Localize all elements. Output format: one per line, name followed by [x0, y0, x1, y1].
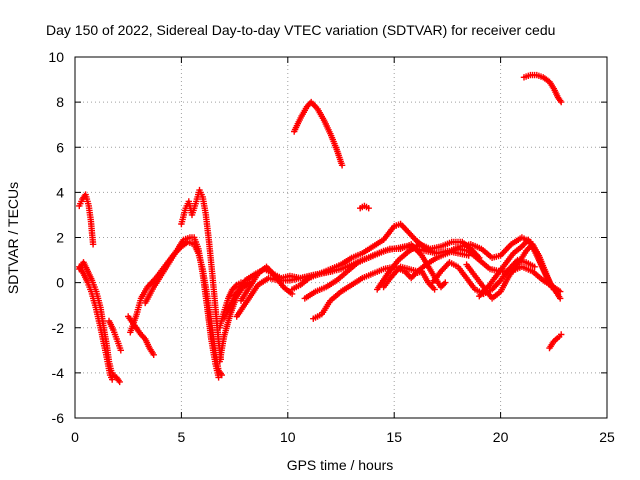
data-point-marker	[117, 347, 124, 354]
data-point-marker	[558, 98, 565, 106]
series-sat-24	[476, 236, 557, 300]
y-tick-label: -2	[52, 320, 65, 336]
series-sat-26	[546, 331, 565, 352]
data-point-marker	[215, 374, 222, 381]
y-tick-label: 10	[48, 49, 64, 65]
y-tick-label: 6	[56, 139, 64, 155]
grid-layer	[75, 57, 607, 418]
series-sat-3	[76, 263, 116, 383]
data-point-marker	[150, 351, 157, 358]
data-point-marker	[557, 295, 564, 302]
series-sat-19	[380, 245, 564, 295]
data-point-marker	[89, 241, 97, 248]
data-point-marker	[116, 378, 123, 386]
series-sat-14	[291, 98, 346, 169]
series-sat-15	[288, 220, 440, 293]
y-tick-label: 2	[56, 230, 64, 246]
y-tick-label: 4	[56, 184, 64, 200]
series-sat-4	[105, 317, 124, 354]
x-tick-label: 25	[599, 429, 615, 445]
x-axis-label: GPS time / hours	[287, 457, 394, 473]
y-axis-label: SDTVAR / TECUs	[5, 182, 21, 294]
series-sat-16	[301, 241, 449, 302]
data-point-marker	[531, 263, 538, 270]
y-tick-label: -6	[52, 410, 65, 426]
x-tick-label: 10	[280, 429, 296, 445]
data-point-marker	[442, 279, 449, 286]
x-tick-label: 15	[386, 429, 402, 445]
series-sat-12	[237, 263, 296, 304]
data-point-marker	[550, 286, 557, 293]
series-sat-25	[520, 71, 565, 106]
series-sat-7	[142, 234, 222, 381]
series-sat-1	[76, 191, 97, 248]
series-sat-18	[357, 202, 372, 212]
x-tick-label: 20	[493, 429, 509, 445]
series-sat-20	[374, 238, 483, 293]
data-point-marker	[109, 376, 116, 383]
data-point-marker	[431, 286, 438, 293]
x-tick-label: 5	[178, 429, 186, 445]
y-tick-label: 8	[56, 94, 64, 110]
y-tick-label: -4	[52, 365, 65, 381]
chart-title: Day 150 of 2022, Sidereal Day-to-day VTE…	[46, 22, 555, 38]
data-point-marker	[476, 254, 483, 261]
data-point-marker	[558, 331, 565, 338]
y-tick-label: 0	[56, 275, 64, 291]
series-layer	[76, 71, 565, 386]
series-sat-8	[178, 186, 224, 363]
x-tick-label: 0	[71, 429, 79, 445]
data-point-marker	[338, 162, 346, 169]
data-point-marker	[365, 205, 372, 212]
plot-frame	[74, 56, 608, 419]
